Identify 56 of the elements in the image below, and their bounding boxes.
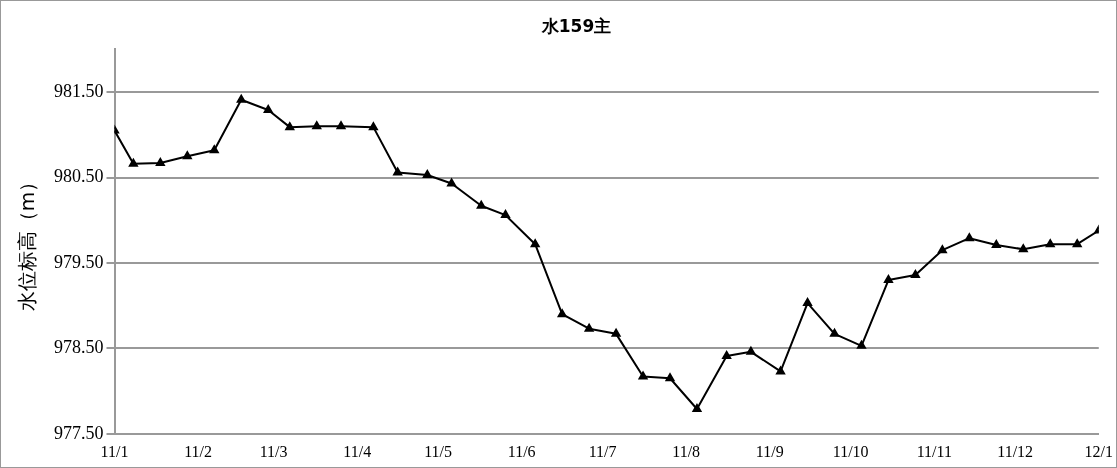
point: [991, 240, 1001, 249]
point: [692, 404, 702, 413]
point: [557, 309, 567, 318]
point: [776, 366, 786, 375]
x-tick-label: 11/9: [755, 442, 784, 460]
x-tick-label: 11/5: [424, 442, 453, 460]
x-tick-label: 11/4: [343, 442, 372, 460]
point: [209, 145, 219, 154]
x-tick-label: 11/8: [672, 442, 701, 460]
x-tick-label: 11/1: [100, 442, 129, 460]
point: [182, 151, 192, 160]
point: [665, 373, 675, 382]
point: [263, 105, 273, 114]
chart-title: 水159主: [540, 15, 612, 36]
point: [530, 239, 540, 248]
x-tick-label: 11/7: [588, 442, 617, 460]
point: [722, 351, 732, 360]
y-tick-label: 977.50: [54, 422, 104, 443]
point: [910, 269, 920, 278]
x-tick-label: 11/3: [259, 442, 288, 460]
y-axis-title: 水位标高（m）: [15, 171, 40, 312]
x-tick-label: 11/12: [997, 442, 1034, 460]
point: [476, 200, 486, 209]
point: [501, 210, 510, 219]
x-tick-label: 11/2: [184, 442, 213, 460]
y-tick-label: 979.50: [54, 251, 104, 272]
x-tick-label: 11/6: [507, 442, 536, 460]
y-tick-label: 980.50: [54, 166, 104, 187]
point: [746, 346, 756, 355]
point: [857, 340, 866, 349]
point: [422, 169, 432, 178]
point: [638, 371, 648, 380]
y-tick-label: 981.50: [54, 80, 104, 101]
point: [584, 323, 594, 332]
point: [803, 298, 812, 307]
point: [312, 121, 322, 130]
point: [964, 233, 974, 242]
point: [155, 158, 165, 167]
x-tick-label: 11/10: [832, 442, 869, 460]
point: [128, 158, 138, 167]
point: [285, 122, 295, 131]
point: [447, 178, 457, 187]
point: [393, 167, 403, 176]
x-tick-label: 11/11: [916, 442, 952, 460]
point: [883, 275, 893, 284]
point: [236, 94, 246, 103]
x-tick-label: 12/1: [1084, 442, 1113, 460]
point: [830, 328, 839, 337]
point: [336, 121, 346, 130]
point: [368, 122, 378, 131]
point: [1045, 239, 1055, 248]
point: [1072, 239, 1082, 248]
point: [611, 328, 621, 337]
point: [1018, 244, 1028, 253]
y-tick-label: 978.50: [54, 337, 104, 358]
point: [937, 245, 947, 254]
